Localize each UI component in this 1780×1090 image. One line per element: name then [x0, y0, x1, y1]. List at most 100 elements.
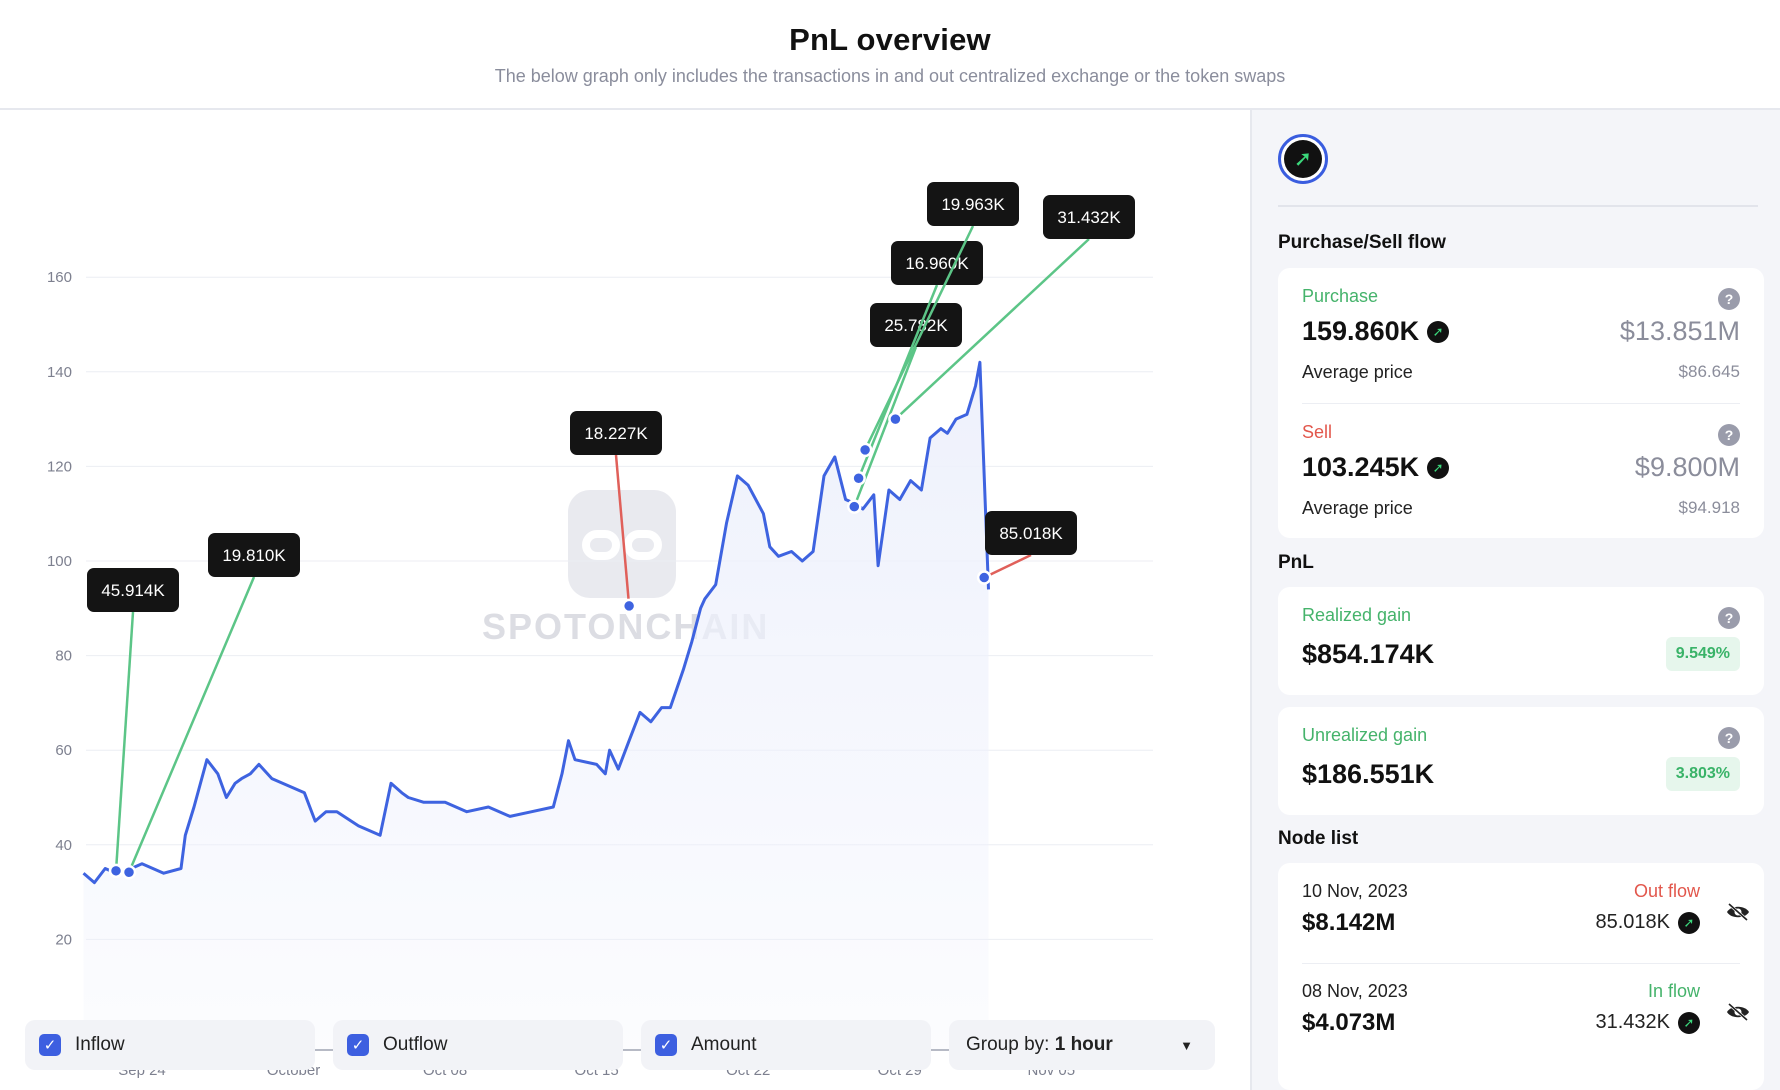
outflow-label: Outflow	[383, 1034, 448, 1055]
eye-off-icon[interactable]	[1726, 903, 1750, 921]
purchase-avg-label: Average price	[1302, 362, 1413, 382]
token-icon: ➚	[1678, 911, 1700, 934]
sell-amount-value: 103.245K	[1302, 452, 1420, 482]
annotation-point	[621, 598, 637, 614]
annotation-text: 19.963K	[941, 195, 1005, 214]
annotation-text: 16.960K	[905, 254, 969, 273]
annotation-label[interactable]: 16.960K	[891, 241, 983, 285]
annotation-label[interactable]: 19.963K	[927, 182, 1019, 226]
annotation-box	[870, 303, 962, 347]
node-usd: $4.073M	[1302, 1009, 1396, 1036]
node-flow: In flow	[1647, 981, 1700, 1001]
unrealized-gain-label: Unrealized gain	[1302, 725, 1428, 745]
sell-amount: 103.245K ➚	[1302, 452, 1450, 483]
realized-gain-value: $854.174K	[1302, 639, 1435, 669]
purchase-usd: $13.851M	[1619, 316, 1740, 346]
purchase-label: Purchase	[1302, 286, 1379, 306]
node-amount: 31.432K ➚	[1595, 1011, 1700, 1034]
annotation-connector	[894, 238, 1090, 421]
annotation-label[interactable]: 18.227K	[570, 411, 662, 455]
annotation-label[interactable]: 85.018K	[985, 511, 1077, 555]
realized-help-icon[interactable]: ?	[1718, 607, 1740, 629]
group-by-select[interactable]: Group by: 1 hour ▼	[949, 1020, 1215, 1070]
annotation-point	[847, 499, 862, 514]
annotation-box	[985, 511, 1077, 555]
annotation-text: 25.782K	[884, 316, 948, 335]
chart-filters: ✓ Inflow ✓ Outflow ✓ Amount Group by: 1 …	[25, 1020, 1215, 1072]
sell-label: Sell	[1302, 422, 1333, 442]
group-by-text: Group by: 1 hour	[966, 1034, 1113, 1056]
inflow-filter[interactable]: ✓ Inflow	[25, 1020, 315, 1070]
node-list-title: Node list	[1278, 828, 1359, 849]
node-item[interactable]: 10 Nov, 2023 $8.142M Out flow 85.018K ➚	[1278, 863, 1764, 963]
card-divider	[1302, 403, 1740, 404]
sell-avg-value: $94.918	[1678, 498, 1740, 517]
outflow-filter[interactable]: ✓ Outflow	[333, 1020, 623, 1070]
annotation-box	[570, 411, 662, 455]
node-date: 10 Nov, 2023	[1302, 881, 1408, 901]
group-by-value: 1 hour	[1054, 1034, 1113, 1055]
node-amount-value: 85.018K	[1595, 911, 1670, 933]
token-logo[interactable]: ➚	[1278, 134, 1328, 184]
eye-off-icon[interactable]	[1726, 1003, 1750, 1021]
token-icon: ➚	[1427, 320, 1450, 343]
node-date: 08 Nov, 2023	[1302, 981, 1408, 1001]
annotation-label[interactable]: 45.914K	[87, 568, 179, 612]
caret-down-icon: ▼	[1180, 1037, 1193, 1053]
watermark-logo-icon	[568, 490, 676, 598]
purchase-help-icon[interactable]: ?	[1718, 288, 1740, 310]
realized-gain-card: Realized gain ? $854.174K 9.549%	[1278, 587, 1764, 695]
annotation-box	[87, 568, 179, 612]
realized-gain-label: Realized gain	[1302, 605, 1412, 625]
chart-area-fill	[83, 362, 989, 1050]
annotation-point	[857, 442, 873, 458]
unrealized-gain-card: Unrealized gain ? $186.551K 3.803%	[1278, 707, 1764, 815]
purchase-amount: 159.860K ➚	[1302, 316, 1450, 347]
y-tick-label: 160	[47, 269, 72, 286]
y-tick-label: 40	[55, 837, 72, 854]
annotation-label[interactable]: 31.432K	[1043, 195, 1135, 239]
inflow-label: Inflow	[75, 1034, 125, 1055]
annotation-text: 18.227K	[584, 424, 648, 443]
unrealized-help-icon[interactable]: ?	[1718, 727, 1740, 749]
annotation-connector	[614, 454, 631, 607]
node-amount: 85.018K ➚	[1595, 911, 1700, 934]
page-subtitle: The below graph only includes the transa…	[494, 66, 1286, 86]
node-list-card: 10 Nov, 2023 $8.142M Out flow 85.018K ➚ …	[1278, 863, 1764, 1090]
annotation-label[interactable]: 25.782K	[870, 303, 962, 347]
y-tick-label: 80	[55, 648, 72, 665]
outflow-checkbox[interactable]: ✓	[347, 1034, 369, 1056]
node-usd: $8.142M	[1302, 909, 1396, 936]
y-tick-label: 60	[55, 742, 72, 759]
unrealized-gain-value: $186.551K	[1302, 759, 1435, 789]
node-amount-value: 31.432K	[1595, 1011, 1670, 1033]
token-icon: ➚	[1427, 456, 1450, 479]
inflow-checkbox[interactable]: ✓	[39, 1034, 61, 1056]
sell-help-icon[interactable]: ?	[1718, 424, 1740, 446]
annotation-point	[851, 470, 866, 486]
purchase-sell-title: Purchase/Sell flow	[1278, 232, 1446, 253]
annotation-connector	[114, 611, 135, 871]
realized-gain-pct: 9.549%	[1665, 637, 1740, 671]
node-item[interactable]: 08 Nov, 2023 $4.073M In flow 31.432K ➚	[1278, 963, 1764, 1063]
annotation-label[interactable]: 19.810K	[208, 533, 300, 577]
annotation-point	[108, 863, 124, 879]
annotation-point	[888, 411, 903, 427]
y-tick-label: 140	[47, 364, 72, 381]
sell-avg-label: Average price	[1302, 498, 1413, 518]
amount-filter[interactable]: ✓ Amount	[641, 1020, 931, 1070]
annotation-text: 45.914K	[101, 581, 165, 600]
node-divider	[1302, 963, 1740, 964]
group-by-label: Group by:	[966, 1034, 1050, 1055]
annotation-connector	[127, 576, 256, 873]
annotation-connector	[983, 553, 1032, 579]
token-icon: ➚	[1678, 1011, 1700, 1034]
y-tick-label: 20	[55, 931, 72, 948]
annotation-box	[208, 533, 300, 577]
amount-checkbox[interactable]: ✓	[655, 1034, 677, 1056]
annotation-point	[976, 570, 992, 585]
y-tick-label: 100	[47, 553, 72, 570]
amount-label: Amount	[691, 1034, 757, 1055]
annotation-point	[121, 864, 137, 880]
